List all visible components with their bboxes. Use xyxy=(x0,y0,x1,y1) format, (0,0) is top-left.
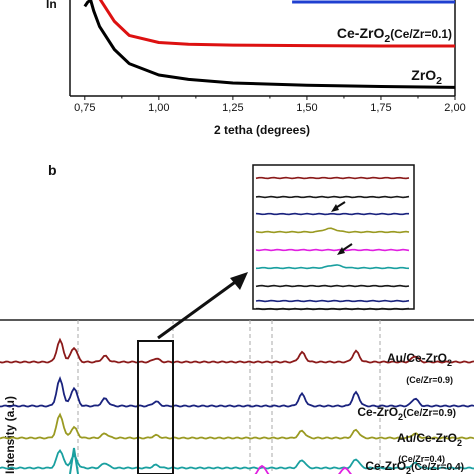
panel-b-inset-line xyxy=(255,248,410,252)
panel-a-x-tick-label: 0,75 xyxy=(74,102,95,114)
panel-b-zoom-box xyxy=(137,340,174,474)
panel-b-label-ce-zro2-04: Ce-ZrO2(Ce/Zr=0.4) xyxy=(365,459,464,474)
panel-b-inset-marker-head xyxy=(337,247,345,255)
panel-b-ylabel: Intensity (a.u) xyxy=(3,396,17,474)
panel-b-label-ratio-09: (Ce/Zr=0.9) xyxy=(406,375,453,385)
panel-b-label-au-ce09: Au/Ce-ZrO2 xyxy=(387,351,452,368)
panel-a-ylabel: In xyxy=(46,0,57,11)
panel-b-inset-line xyxy=(255,176,410,180)
panel-b-zoom-arrow xyxy=(157,278,239,340)
panel-a-x-tick-label: 1,50 xyxy=(296,102,317,114)
panel-a-series-line-1 xyxy=(83,0,456,89)
panel-a-xlabel: 2 tetha (degrees) xyxy=(214,123,310,137)
panel-b-inset-line xyxy=(255,212,409,216)
panel-b-inset-line xyxy=(255,264,410,270)
panel-b-inset-frame xyxy=(252,164,415,310)
panel-b-inset-line xyxy=(255,284,410,288)
panel-b-inset-line xyxy=(255,299,410,303)
panel-b-label-au-ce04: Au/Ce-ZrO2 xyxy=(397,431,462,448)
panel-b-pattern-4 xyxy=(0,448,474,470)
panel-b-pattern-2 xyxy=(0,375,474,408)
panel-b-label-ratio-04: (Ce/Zr=0.4) xyxy=(398,454,445,464)
panel-b-letter: b xyxy=(48,162,57,178)
panel-a-plot: 0,75 1,00 1,25 1,50 1,75 2,00 Ce-ZrO2(Ce/Zr=0.… xyxy=(69,0,466,114)
panel-b-label-ce-zro2-09: Ce-ZrO2(Ce/Zr=0.9) xyxy=(357,405,456,422)
panel-b-inset-line xyxy=(255,227,410,234)
panel-a-x-tick-label: 1,75 xyxy=(370,102,391,114)
panel-a: In 0,75 1,00 1,25 1,50 1,75 2,00 Ce-ZrO2(Ce/Zr… xyxy=(46,0,466,137)
panel-b-pattern-4-peak xyxy=(69,447,79,474)
panel-b-inset xyxy=(252,164,415,311)
panel-a-label-ce-zro2: Ce-ZrO2(Ce/Zr=0.1) xyxy=(337,25,452,45)
panel-a-x-tick-label: 1,25 xyxy=(222,102,243,114)
panel-a-label-zro2: ZrO2 xyxy=(411,67,442,87)
panel-b-inset-line xyxy=(255,195,410,199)
panel-a-x-tick-label: 2,00 xyxy=(444,102,465,114)
panel-b-frame xyxy=(0,319,474,321)
panel-b-inset-marker-head xyxy=(331,204,339,212)
panel-a-series-line-2 xyxy=(98,0,455,48)
panel-b-pattern-3 xyxy=(0,412,474,440)
panel-b-pattern-1 xyxy=(0,337,474,364)
panel-b-inset-line xyxy=(256,307,410,311)
panel-b: b Intensity (a.u) Au/Ce-ZrO2 (Ce/Zr=0.9) Ce… xyxy=(0,162,474,474)
panel-b-zoom-arrowhead xyxy=(230,272,248,290)
panel-b-plot: Intensity (a.u) Au/Ce-ZrO2 (Ce/Zr=0.9) Ce-Z… xyxy=(0,164,474,474)
panel-a-x-tick-label: 1,00 xyxy=(148,102,169,114)
